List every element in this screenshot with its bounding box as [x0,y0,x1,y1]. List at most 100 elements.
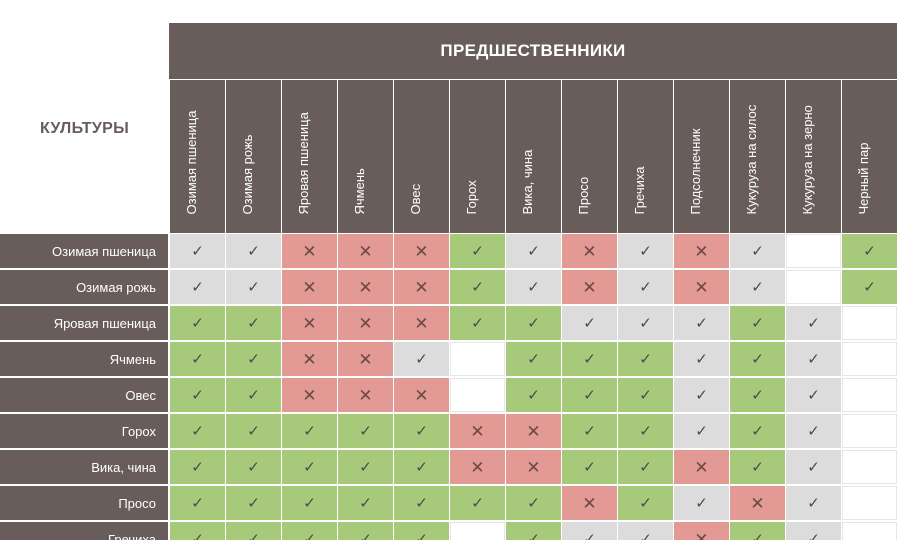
table-cell: ✓ [170,306,225,340]
cross-icon: ✕ [302,385,317,405]
column-header-label: Овес [407,183,423,215]
check-icon: ✓ [303,494,316,512]
cross-icon: ✕ [750,493,765,513]
table-cell: ✓ [282,486,337,520]
check-icon: ✓ [527,278,540,296]
cross-icon: ✕ [582,277,597,297]
check-icon: ✓ [807,350,820,368]
row-header: Просо [0,486,168,520]
table-cell: ✕ [338,270,393,304]
check-icon: ✓ [191,242,204,260]
table-cell: ✕ [450,414,505,448]
table-cell: ✓ [226,450,281,484]
check-icon: ✓ [415,530,428,540]
table-cell: ✓ [562,306,617,340]
table-cell: ✓ [842,234,897,268]
check-icon: ✓ [359,422,372,440]
check-icon: ✓ [639,314,652,332]
check-icon: ✓ [695,386,708,404]
table-cell: ✓ [786,414,841,448]
check-icon: ✓ [191,350,204,368]
row-header: Гречиха [0,522,168,540]
column-header: Просо [561,80,617,233]
table-cell: ✓ [562,522,617,540]
table-cell: ✓ [394,414,449,448]
check-icon: ✓ [303,458,316,476]
column-header: Яровая пшеница [281,80,337,233]
check-icon: ✓ [639,278,652,296]
table-cell: ✕ [506,450,561,484]
table-cell: ✓ [674,378,729,412]
table-cell: ✓ [226,414,281,448]
check-icon: ✓ [191,314,204,332]
check-icon: ✓ [807,422,820,440]
table-cell: ✓ [450,270,505,304]
check-icon: ✓ [471,242,484,260]
column-header: Гречиха [617,80,673,233]
table-cell: ✓ [786,378,841,412]
table-cell: ✕ [338,306,393,340]
column-header-label: Ячмень [351,168,367,215]
check-icon: ✓ [191,386,204,404]
table-cell: ✓ [730,342,785,376]
check-icon: ✓ [471,278,484,296]
check-icon: ✓ [807,314,820,332]
cross-icon: ✕ [694,241,709,261]
table-cell [450,378,505,412]
check-icon: ✓ [415,458,428,476]
cross-icon: ✕ [414,241,429,261]
check-icon: ✓ [247,422,260,440]
table-cell: ✓ [674,486,729,520]
check-icon: ✓ [751,242,764,260]
table-cell: ✓ [786,342,841,376]
table-cell: ✕ [282,306,337,340]
table-cell: ✓ [282,450,337,484]
table-cell: ✓ [618,486,673,520]
table-cell: ✓ [282,414,337,448]
table-cell: ✕ [338,378,393,412]
table-cell: ✓ [226,522,281,540]
table-cell: ✓ [226,378,281,412]
table-cell: ✕ [450,450,505,484]
cross-icon: ✕ [414,313,429,333]
cross-icon: ✕ [302,277,317,297]
check-icon: ✓ [247,386,260,404]
cross-icon: ✕ [582,493,597,513]
check-icon: ✓ [751,386,764,404]
check-icon: ✓ [695,350,708,368]
table-cell: ✓ [674,342,729,376]
table-cell: ✓ [394,450,449,484]
check-icon: ✓ [359,530,372,540]
column-header: Черный пар [841,80,897,233]
table-cell: ✓ [562,414,617,448]
table-cell [842,414,897,448]
table-cell: ✓ [618,234,673,268]
check-icon: ✓ [303,530,316,540]
table-cell: ✓ [674,414,729,448]
table-cell: ✓ [618,378,673,412]
table-cell [842,522,897,540]
check-icon: ✓ [863,278,876,296]
check-icon: ✓ [639,350,652,368]
table-cell: ✓ [618,450,673,484]
check-icon: ✓ [639,494,652,512]
table-cell: ✕ [338,342,393,376]
cross-icon: ✕ [358,277,373,297]
check-icon: ✓ [247,278,260,296]
check-icon: ✓ [583,530,596,540]
column-header-label: Яровая пшеница [295,112,311,215]
check-icon: ✓ [695,314,708,332]
check-icon: ✓ [751,350,764,368]
column-header: Кукуруза на зерно [785,80,841,233]
check-icon: ✓ [527,314,540,332]
column-header-label: Кукуруза на силос [743,104,759,215]
table-cell [786,270,841,304]
check-icon: ✓ [303,422,316,440]
check-icon: ✓ [807,530,820,540]
check-icon: ✓ [191,494,204,512]
table-cell [842,486,897,520]
table-cell: ✕ [562,234,617,268]
table-cell: ✓ [506,378,561,412]
table-cell: ✓ [338,414,393,448]
table-cell: ✓ [730,450,785,484]
